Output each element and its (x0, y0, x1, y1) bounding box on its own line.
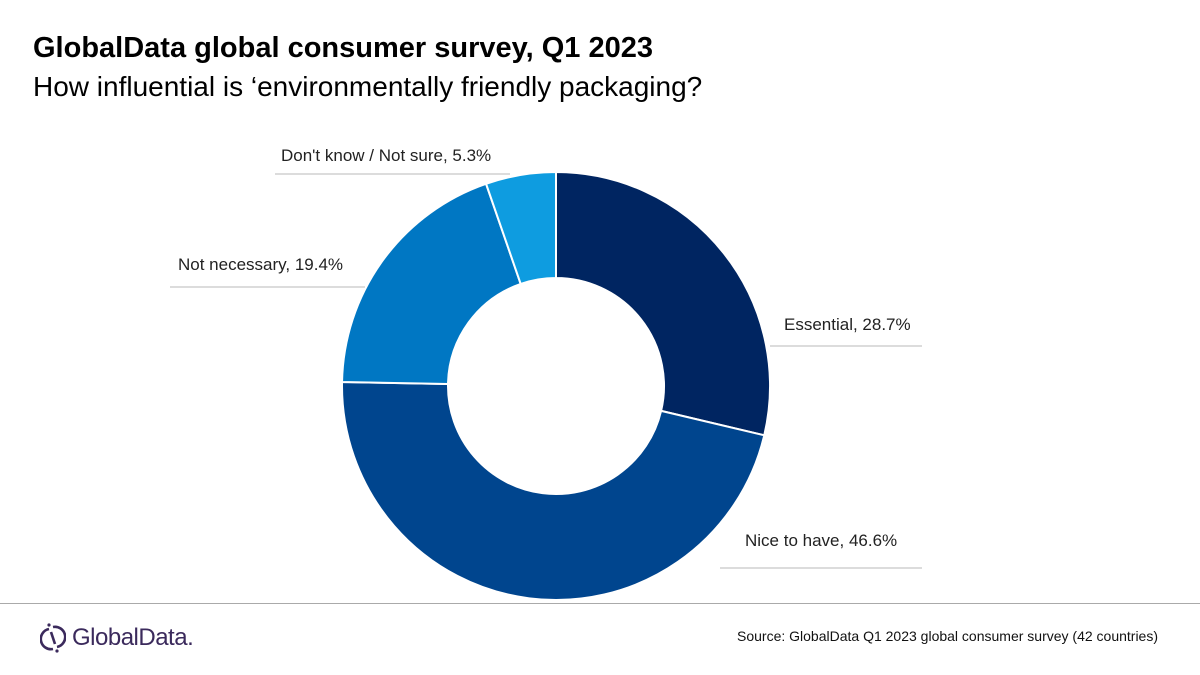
footer-divider (0, 603, 1200, 604)
data-label: Essential, 28.7% (784, 315, 911, 334)
source-note: Source: GlobalData Q1 2023 global consum… (737, 628, 1158, 644)
data-label: Nice to have, 46.6% (745, 531, 897, 550)
slice-not-necessary (341, 182, 522, 385)
data-label: Not necessary, 19.4% (178, 255, 343, 274)
slice-essential (555, 170, 771, 437)
logo-text: GlobalData. (72, 624, 194, 651)
globaldata-logo-icon (40, 623, 66, 653)
globaldata-logo: GlobalData. (40, 622, 194, 654)
chart-title: GlobalData global consumer survey, Q1 20… (33, 32, 653, 64)
slice-nice-to-have (341, 380, 766, 601)
slice-don-t-know-not-sure (484, 170, 557, 286)
data-label: Don't know / Not sure, 5.3% (281, 146, 491, 165)
chart-subtitle: How influential is ‘environmentally frie… (33, 71, 703, 102)
